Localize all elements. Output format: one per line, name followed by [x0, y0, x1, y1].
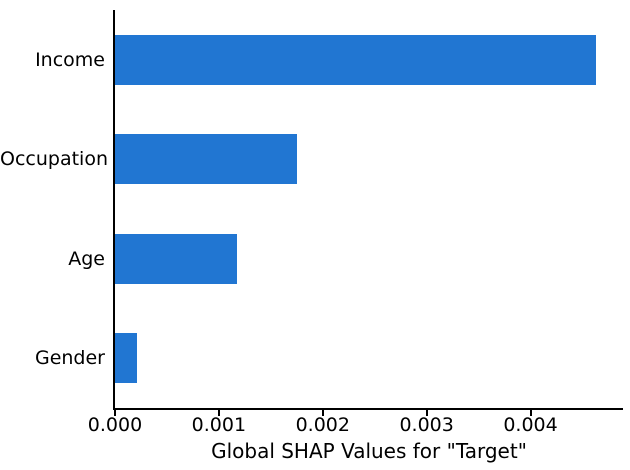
- bar-age: [115, 233, 237, 284]
- y-category-label-gender: Gender: [34, 347, 105, 370]
- x-tick-mark-0.001: [217, 410, 220, 416]
- x-tick-label-0.002: 0.002: [295, 414, 350, 436]
- x-axis-title: Global SHAP Values for "Target": [211, 439, 527, 463]
- bar-income: [115, 34, 596, 85]
- x-tick-mark-0.000: [114, 410, 116, 416]
- x-tick-label-0.004: 0.004: [503, 414, 558, 436]
- y-axis-spine: [113, 10, 115, 410]
- x-tick-mark-0.003: [425, 410, 428, 416]
- bar-gender: [115, 333, 137, 384]
- x-tick-mark-0.002: [321, 410, 324, 416]
- x-tick-mark-0.004: [529, 410, 532, 416]
- plot-area: [115, 10, 623, 408]
- x-tick-label-0.003: 0.003: [399, 414, 454, 436]
- y-category-label-age: Age: [68, 247, 105, 270]
- y-category-label-income: Income: [35, 48, 105, 71]
- y-category-label-occupation: Occupation: [0, 148, 108, 171]
- bar-occupation: [115, 134, 297, 185]
- x-tick-label-0.001: 0.001: [191, 414, 247, 436]
- x-axis-spine: [113, 408, 623, 410]
- x-tick-label-0.000: 0.000: [87, 414, 143, 436]
